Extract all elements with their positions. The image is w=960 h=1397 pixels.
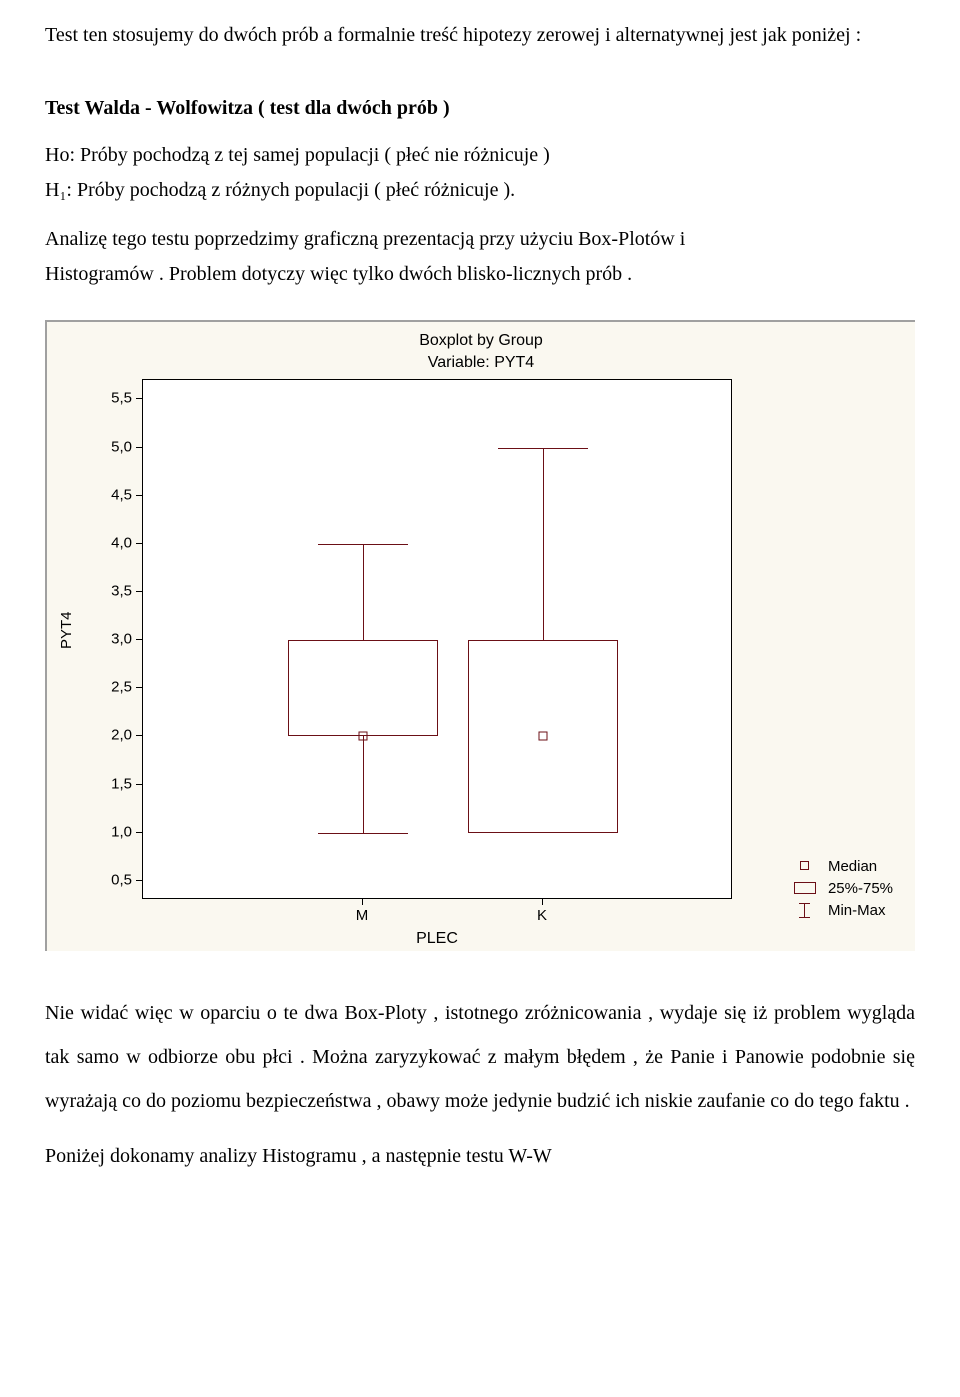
x-tick-mark <box>542 899 543 905</box>
y-tick-mark <box>136 495 142 496</box>
legend-item: Min-Max <box>790 899 893 921</box>
intro-paragraph: Test ten stosujemy do dwóch prób a forma… <box>45 20 915 51</box>
box <box>288 640 438 736</box>
plot-area <box>142 379 732 899</box>
chart-title-line1: Boxplot by Group <box>57 330 905 352</box>
y-tick-label: 3,5 <box>57 579 132 602</box>
whisker <box>363 736 364 832</box>
x-tick-label: K <box>537 904 547 927</box>
h0-line: Ho: Próby pochodzą z tej samej populacji… <box>45 140 915 171</box>
y-tick-mark <box>136 880 142 881</box>
heading: Test Walda - Wolfowitza ( test dla dwóch… <box>45 93 915 124</box>
box-legend-icon <box>790 881 820 896</box>
h1-line: H₁: Próby pochodzą z różnych populacji (… <box>45 175 915 206</box>
y-tick-mark <box>136 543 142 544</box>
y-tick-mark <box>136 639 142 640</box>
y-tick-label: 2,5 <box>57 676 132 699</box>
y-tick-mark <box>136 735 142 736</box>
y-tick-label: 1,0 <box>57 820 132 843</box>
chart-title-line2: Variable: PYT4 <box>57 352 905 374</box>
whisker <box>363 544 364 640</box>
final-line: Poniżej dokonamy analizy Histogramu , a … <box>45 1141 915 1172</box>
y-tick-label: 2,0 <box>57 724 132 747</box>
x-tick-mark <box>362 899 363 905</box>
analysis-line-1: Analizę tego testu poprzedzimy graficzną… <box>45 224 915 255</box>
median-marker <box>359 732 368 741</box>
y-tick-label: 4,5 <box>57 483 132 506</box>
median-legend-icon <box>790 859 820 874</box>
boxplot-chart: Boxplot by Group Variable: PYT4 PYT4 PLE… <box>45 320 915 951</box>
whisker-cap <box>318 544 408 545</box>
analysis-line-2: Histogramów . Problem dotyczy więc tylko… <box>45 259 915 290</box>
whisker-cap <box>498 448 588 449</box>
conclusion-paragraph: Nie widać więc w oparciu o te dwa Box-Pl… <box>45 991 915 1123</box>
y-tick-mark <box>136 447 142 448</box>
legend-label: 25%-75% <box>828 877 893 900</box>
y-tick-mark <box>136 591 142 592</box>
y-tick-mark <box>136 832 142 833</box>
chart-legend: Median25%-75%Min-Max <box>790 855 893 921</box>
y-tick-label: 3,0 <box>57 628 132 651</box>
y-tick-label: 0,5 <box>57 868 132 891</box>
x-axis-label: PLEC <box>142 927 732 952</box>
legend-label: Min-Max <box>828 899 886 922</box>
y-tick-label: 5,0 <box>57 435 132 458</box>
y-tick-mark <box>136 784 142 785</box>
y-tick-mark <box>136 687 142 688</box>
legend-item: 25%-75% <box>790 877 893 899</box>
whisker <box>543 448 544 641</box>
whisker-cap <box>318 833 408 834</box>
x-tick-label: M <box>356 904 369 927</box>
y-tick-mark <box>136 398 142 399</box>
y-tick-label: 5,5 <box>57 387 132 410</box>
y-tick-label: 4,0 <box>57 531 132 554</box>
y-tick-label: 1,5 <box>57 772 132 795</box>
legend-item: Median <box>790 855 893 877</box>
whisker-legend-icon <box>790 903 820 918</box>
median-marker <box>539 732 548 741</box>
legend-label: Median <box>828 855 877 878</box>
